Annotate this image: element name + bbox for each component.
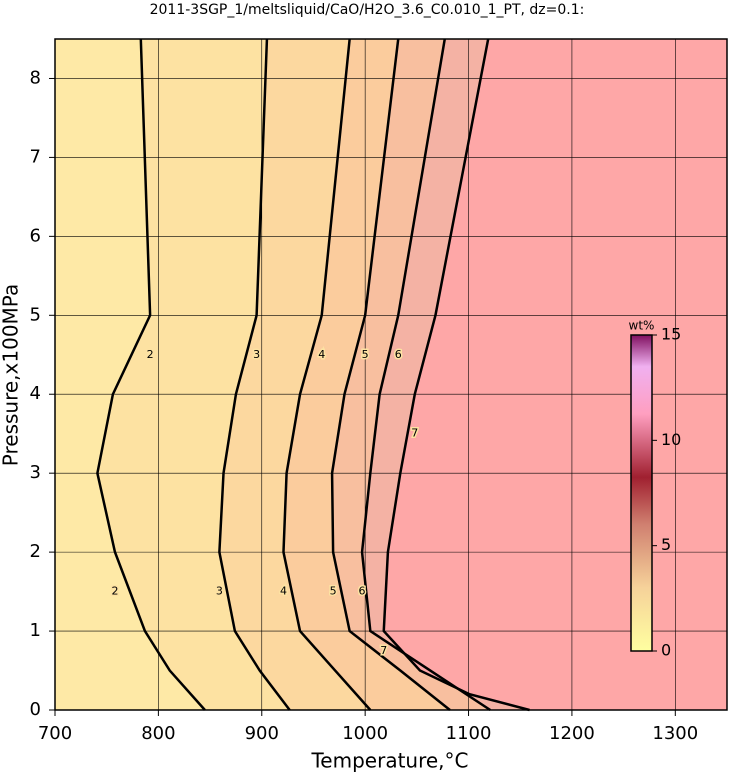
x-axis-label: Temperature,°C xyxy=(310,749,468,773)
contour-line xyxy=(330,38,451,711)
x-tick-label: 1300 xyxy=(652,723,698,744)
contour-label: 4 xyxy=(318,348,325,361)
y-tick-label: 1 xyxy=(30,620,41,641)
contour-label: 7 xyxy=(411,427,418,440)
contour-label: 6 xyxy=(359,585,366,598)
contour-line xyxy=(218,38,291,711)
x-tick-label: 800 xyxy=(141,723,175,744)
x-tick-label: 1000 xyxy=(342,723,388,744)
contour-line xyxy=(282,38,372,711)
x-tick-label: 1100 xyxy=(446,723,492,744)
colorbar-tick-label: 5 xyxy=(661,535,671,554)
contour-label: 3 xyxy=(216,585,223,598)
colorbar-label: wt% xyxy=(629,319,655,333)
colorbar-tick-label: 10 xyxy=(661,430,681,449)
contour-label: 7 xyxy=(380,644,387,657)
contour-line xyxy=(96,38,206,711)
y-tick-label: 2 xyxy=(30,541,41,562)
plot-frame xyxy=(54,38,728,711)
y-tick-label: 7 xyxy=(30,146,41,167)
colorbar-tick-label: 0 xyxy=(661,641,671,660)
contour-line xyxy=(360,38,491,712)
contour-label: 3 xyxy=(253,348,260,361)
y-tick-label: 0 xyxy=(30,699,41,720)
chart-title: 2011-3SGP_1/meltsliquid/CaO/H2O_3.6_C0.0… xyxy=(150,2,585,18)
colorbar xyxy=(630,334,653,652)
contour-label: 5 xyxy=(330,585,337,598)
y-tick-label: 3 xyxy=(30,462,41,483)
x-tick-label: 700 xyxy=(38,723,72,744)
x-tick-label: 900 xyxy=(245,723,279,744)
x-tick-label: 1200 xyxy=(549,723,595,744)
contour-line xyxy=(382,38,530,712)
contour-label: 6 xyxy=(395,348,402,361)
y-tick-label: 4 xyxy=(30,383,41,404)
colorbar-tick-label: 15 xyxy=(661,325,681,344)
contour-label: 2 xyxy=(147,348,154,361)
contour-label: 2 xyxy=(111,585,118,598)
contour-label: 4 xyxy=(280,585,287,598)
contour-label: 5 xyxy=(362,348,369,361)
y-tick-label: 5 xyxy=(30,304,41,325)
y-tick-label: 8 xyxy=(30,67,41,88)
y-tick-label: 6 xyxy=(30,225,41,246)
y-axis-label: Pressure,x100MPa xyxy=(0,284,23,466)
